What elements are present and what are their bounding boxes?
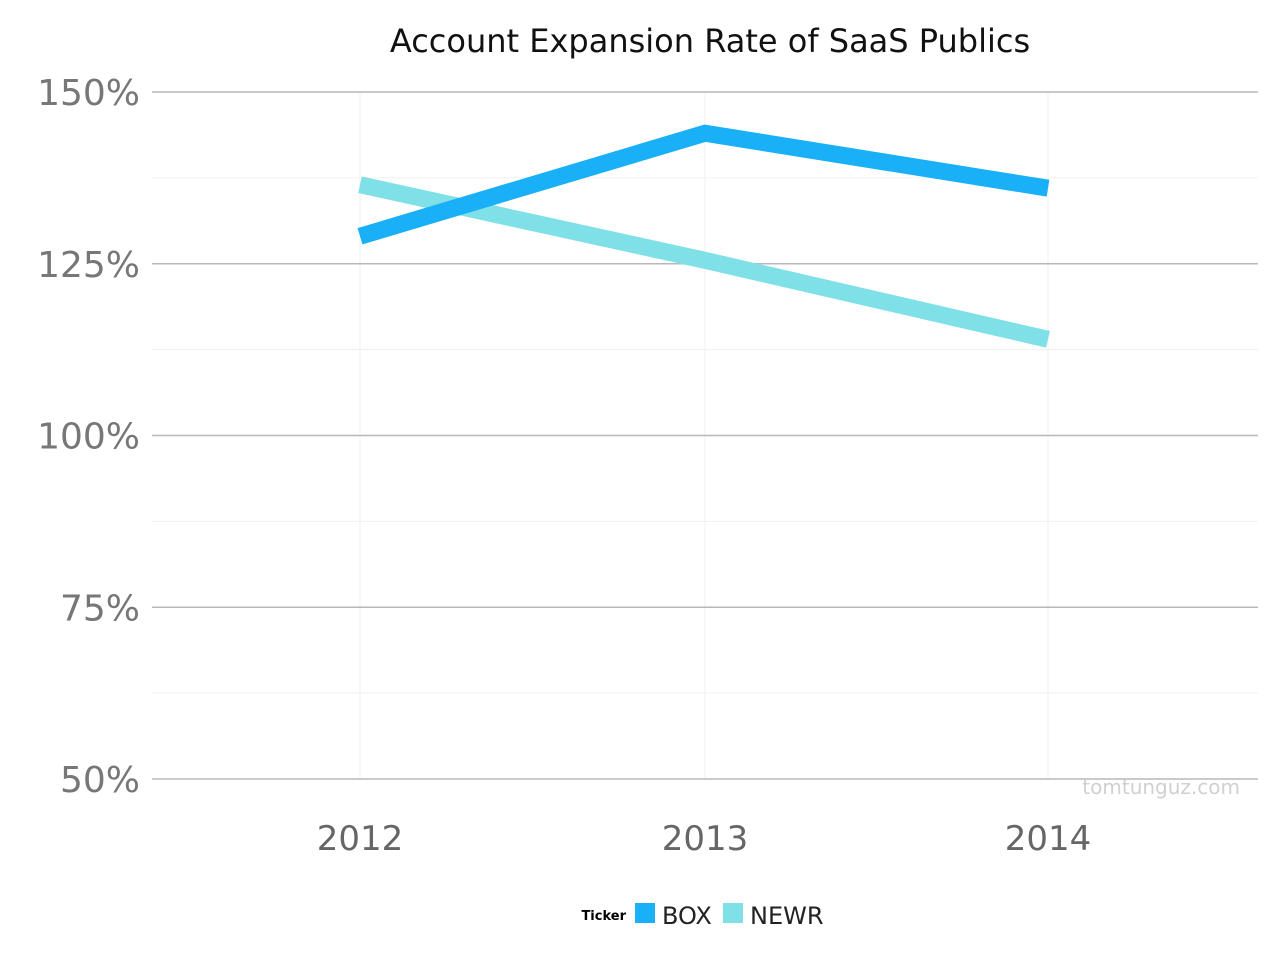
legend-label-newr: NEWR (750, 902, 824, 930)
y-tick-label: 100% (37, 417, 140, 458)
y-tick-label: 75% (60, 588, 140, 629)
x-axis: 2012 2013 2014 (317, 819, 1092, 859)
x-tick-label: 2012 (317, 819, 404, 859)
x-tick-label: 2014 (1005, 819, 1092, 859)
y-tick-label: 150% (37, 73, 140, 114)
series-group (357, 124, 1050, 348)
grid (152, 91, 1258, 780)
legend-title: Ticker (581, 909, 626, 924)
y-axis: 50% 75% 100% 125% 150% (37, 73, 140, 801)
legend-key-box (633, 901, 657, 925)
chart-title: Account Expansion Rate of SaaS Publics (390, 22, 1030, 60)
y-tick-label: 50% (60, 760, 140, 801)
legend-label-box: BOX (662, 902, 712, 930)
legend-key-newr (721, 901, 745, 925)
watermark: tomtunguz.com (1082, 775, 1240, 799)
legend: Ticker BOX NEWR (581, 901, 824, 930)
x-tick-label: 2013 (662, 819, 749, 859)
series-line-box (357, 124, 1050, 245)
y-tick-label: 125% (37, 245, 140, 286)
